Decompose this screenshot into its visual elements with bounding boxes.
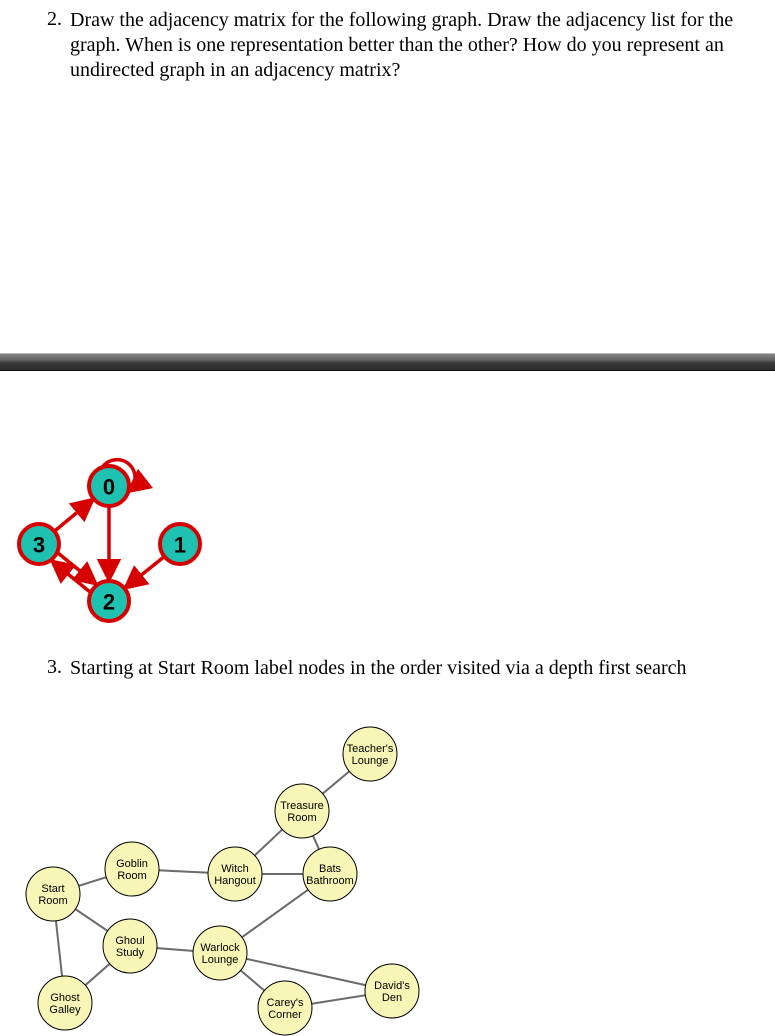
node-label-3: 3 — [33, 533, 45, 558]
edge-3-0 — [54, 499, 93, 531]
node-label-0: 0 — [103, 475, 115, 500]
question-2-block: 2. Draw the adjacency matrix for the fol… — [0, 0, 775, 93]
answer-space-q2 — [0, 93, 775, 353]
question-3-block: 3. Starting at Start Room label nodes in… — [0, 636, 775, 691]
room-label-teacher: Teacher'sLounge — [347, 743, 394, 767]
question-3-text: Starting at Start Room label nodes in th… — [70, 656, 687, 681]
question-2: 2. Draw the adjacency matrix for the fol… — [40, 8, 735, 83]
node-label-2: 2 — [103, 590, 115, 615]
numeric-graph-container: 0 1 2 3 — [0, 371, 775, 636]
room-label-start: StartRoom — [38, 883, 67, 907]
dfs-graph-container: StartRoomGoblinRoomWitchHangoutTreasureR… — [0, 691, 775, 1036]
dfs-graph: StartRoomGoblinRoomWitchHangoutTreasureR… — [10, 706, 510, 1036]
question-3: 3. Starting at Start Room label nodes in… — [40, 656, 735, 681]
question-2-text: Draw the adjacency matrix for the follow… — [70, 8, 735, 83]
room-label-ghost: GhostGalley — [49, 992, 81, 1016]
room-label-goblin: GoblinRoom — [116, 858, 148, 882]
room-label-carey: Carey'sCorner — [267, 997, 304, 1021]
room-label-warlock: WarlockLounge — [200, 942, 240, 966]
edge-1-2 — [125, 557, 165, 589]
node-label-1: 1 — [174, 533, 186, 558]
question-3-number: 3. — [40, 656, 62, 679]
numeric-graph: 0 1 2 3 — [12, 441, 312, 636]
room-label-ghoul: GhoulStudy — [115, 935, 144, 959]
page-separator — [0, 353, 775, 371]
question-2-number: 2. — [40, 8, 62, 31]
